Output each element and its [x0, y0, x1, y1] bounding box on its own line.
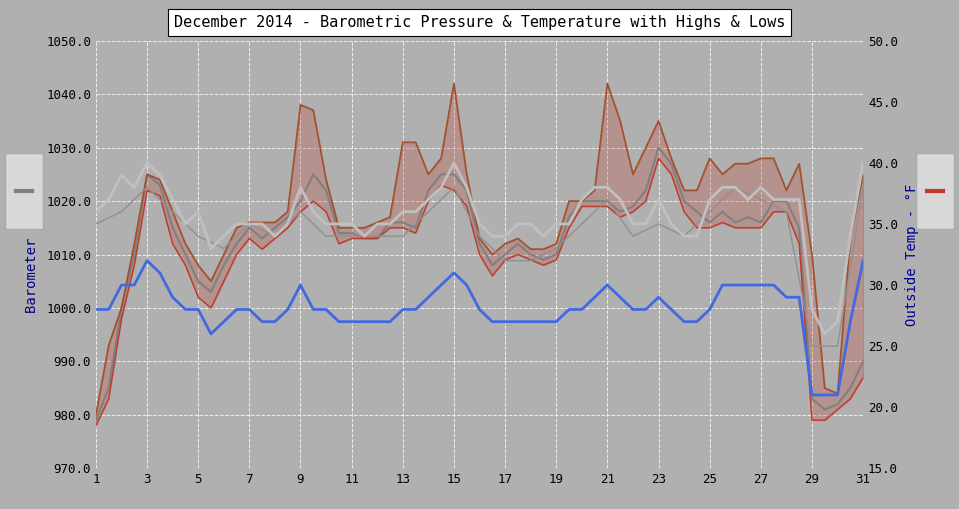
Text: December 2014 - Barometric Pressure & Temperature with Highs & Lows: December 2014 - Barometric Pressure & Te…: [174, 15, 785, 30]
Y-axis label: Barometer - mb: Barometer - mb: [25, 196, 39, 313]
Y-axis label: Outside Temp - °F: Outside Temp - °F: [905, 183, 919, 326]
